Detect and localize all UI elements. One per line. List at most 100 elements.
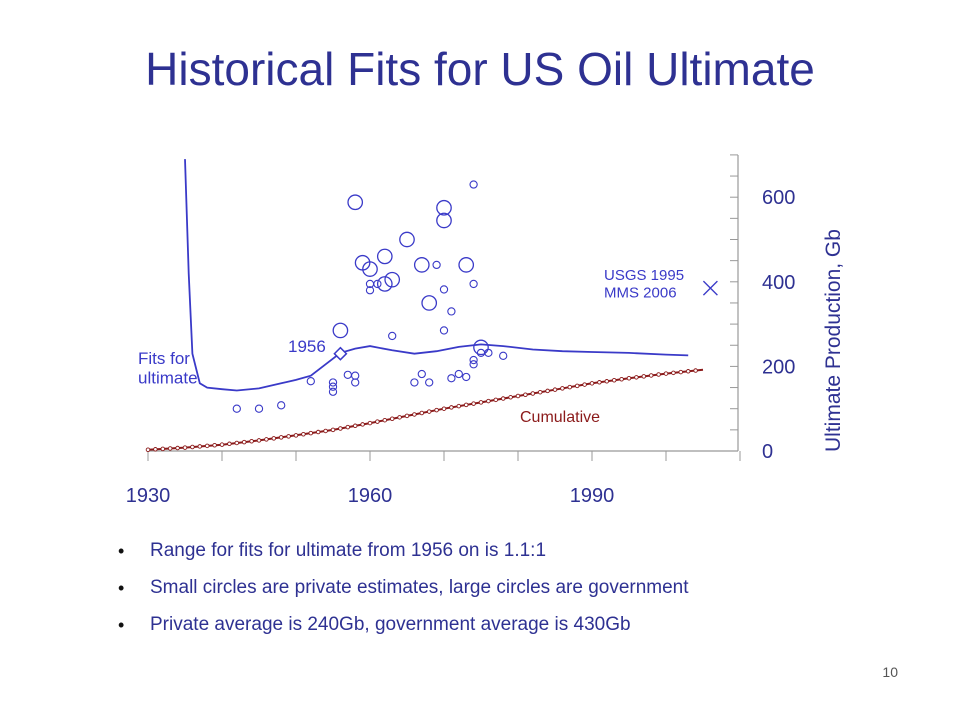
private-estimate-point	[328, 382, 338, 391]
cumulative-point	[352, 423, 358, 429]
cumulative-point	[626, 375, 632, 381]
cumulative-point	[500, 396, 506, 401]
cumulative-point	[227, 441, 232, 447]
cumulative-point	[597, 380, 602, 385]
cumulative-point	[656, 372, 661, 377]
private-estimate-point	[469, 279, 478, 289]
cumulative-point	[641, 374, 647, 379]
private-estimate-point	[432, 260, 441, 270]
y-tick-label: 400	[762, 272, 795, 294]
cumulative-point	[315, 429, 321, 435]
cumulative-point	[493, 397, 499, 403]
usgs-mms-label: USGS 1995 MMS 2006	[604, 267, 684, 301]
private-estimate-point	[365, 279, 375, 289]
cumulative-point	[545, 388, 550, 394]
private-estimate-point	[425, 378, 434, 387]
private-estimate-point	[469, 180, 478, 189]
private-estimate-point	[351, 378, 360, 387]
y-tick-label: 600	[762, 187, 795, 209]
cumulative-point	[523, 392, 528, 397]
bullet-dot: •	[118, 615, 125, 635]
cumulative-point	[241, 439, 247, 445]
cumulative-point	[182, 445, 188, 450]
government-estimate-point	[347, 194, 364, 211]
private-estimate-point	[365, 286, 375, 295]
government-estimate-point	[376, 248, 393, 265]
fits-for-ultimate-line	[184, 159, 689, 392]
cumulative-point	[404, 413, 410, 419]
cumulative-point	[397, 415, 402, 420]
cumulative-point	[278, 435, 284, 440]
private-estimate-point	[328, 378, 338, 387]
private-estimate-point	[447, 374, 456, 383]
government-estimate-point	[473, 339, 489, 356]
cumulative-point	[367, 420, 373, 426]
government-estimate-point	[413, 257, 430, 273]
private-estimate-point	[417, 369, 426, 379]
cumulative-point	[271, 436, 277, 441]
cumulative-point	[330, 427, 336, 433]
cumulative-point	[212, 442, 217, 448]
private-estimate-point	[351, 371, 360, 380]
cumulative-point	[463, 402, 469, 408]
private-estimate-point	[232, 404, 241, 413]
oil-ultimate-chart: 1930 1960 1990 0 200 400 600 Ultimate Productio…	[126, 154, 845, 507]
cumulative-point	[190, 444, 195, 450]
x-tick-label: 1930	[126, 485, 171, 507]
cumulative-point	[412, 412, 417, 417]
cumulative-point	[530, 391, 536, 396]
cumulative-point	[634, 375, 639, 380]
cumulative-point	[537, 389, 543, 395]
cumulative-point	[360, 422, 365, 427]
cumulative-label: Cumulative	[520, 409, 600, 426]
government-estimate-point	[458, 257, 475, 273]
cumulative-point	[175, 445, 180, 451]
cumulative-point	[308, 430, 314, 436]
cumulative-point	[145, 447, 151, 452]
cumulative-point	[382, 417, 388, 423]
bullet-item: • Range for fits for ultimate from 1956 o…	[118, 540, 689, 577]
cumulative-point	[197, 444, 203, 449]
cumulative-point	[234, 440, 240, 446]
private-estimate-point	[454, 369, 463, 379]
government-estimate-point	[399, 231, 415, 248]
private-estimate-point	[343, 370, 352, 380]
year-1956-label: 1956	[288, 337, 326, 356]
private-estimate-point	[439, 285, 449, 294]
y-tick-label: 0	[762, 441, 773, 463]
cumulative-point	[160, 446, 166, 452]
bullet-text: Small circles are private estimates, lar…	[150, 577, 689, 598]
cumulative-point	[441, 406, 447, 411]
bullet-list: • Range for fits for ultimate from 1956 o…	[118, 540, 689, 651]
cumulative-point	[419, 410, 425, 416]
cumulative-point	[293, 433, 299, 438]
cumulative-point	[449, 405, 454, 410]
government-estimate-point	[436, 212, 452, 229]
cumulative-point	[611, 378, 617, 383]
government-estimate-point	[421, 295, 438, 311]
cumulative-point	[589, 381, 595, 386]
cumulative-point	[478, 400, 484, 405]
government-estimate-point	[362, 261, 378, 277]
private-estimate-point	[439, 326, 449, 335]
cumulative-point	[345, 424, 351, 430]
bullet-dot: •	[118, 578, 125, 598]
private-estimate-point	[388, 331, 397, 341]
x-tick-label: 1990	[570, 485, 615, 507]
cumulative-point	[619, 377, 624, 382]
cumulative-point	[574, 383, 580, 389]
cumulative-point	[486, 398, 491, 404]
cumulative-point	[567, 384, 573, 390]
cumulative-point	[256, 438, 262, 443]
bullet-text: Range for fits for ultimate from 1956 on…	[150, 540, 547, 561]
private-estimate-point	[328, 387, 338, 396]
y-axis-label: Ultimate Production, Gb	[822, 229, 845, 452]
private-estimate-point	[476, 348, 486, 358]
cumulative-point	[375, 419, 380, 424]
cumulative-point	[678, 369, 684, 375]
cumulative-point	[582, 382, 587, 387]
cumulative-point	[456, 403, 462, 409]
cumulative-point	[508, 395, 513, 400]
private-estimate-point	[254, 404, 264, 413]
cumulative-point	[286, 434, 291, 439]
